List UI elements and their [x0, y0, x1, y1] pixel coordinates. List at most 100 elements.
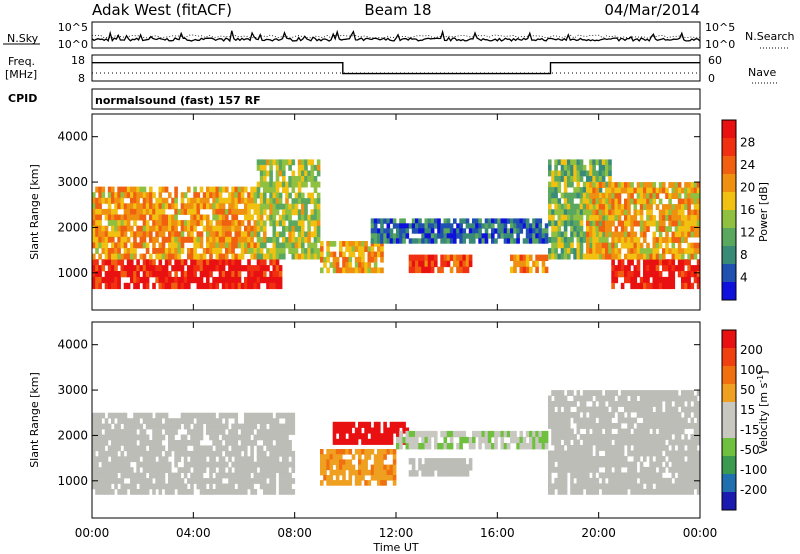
power-cell	[98, 271, 102, 278]
power-cell	[361, 241, 365, 247]
power-cell	[190, 236, 194, 243]
power-cell	[320, 251, 324, 258]
power-cell	[272, 159, 277, 166]
velocity-cell	[193, 423, 197, 430]
power-cell	[253, 271, 258, 278]
power-cell	[187, 208, 191, 215]
power-cell	[237, 253, 242, 260]
power-cell	[589, 231, 593, 238]
power-cell	[199, 253, 204, 260]
power-cell	[389, 218, 394, 224]
velocity-cell	[643, 439, 647, 446]
velocity-cell	[605, 445, 609, 451]
velocity-cell	[126, 461, 131, 468]
power-cell	[557, 187, 562, 193]
velocity-cell	[332, 449, 337, 455]
velocity-cell	[291, 450, 296, 457]
velocity-cell	[202, 489, 207, 495]
velocity-cell	[370, 433, 375, 440]
velocity-cell	[548, 395, 552, 402]
power-cell	[282, 187, 286, 193]
power-cell	[275, 176, 280, 182]
power-cell	[351, 267, 356, 274]
velocity-cell	[668, 477, 672, 484]
power-cell	[687, 215, 691, 221]
power-cell	[247, 259, 251, 266]
power-cell	[263, 276, 267, 284]
power-cell	[627, 220, 631, 227]
velocity-cell	[684, 423, 688, 429]
velocity-cell	[152, 440, 156, 446]
power-cell	[677, 253, 682, 260]
power-cell	[101, 276, 106, 284]
velocity-cell	[209, 472, 213, 479]
velocity-cell	[677, 472, 682, 479]
power-cell	[630, 226, 634, 232]
power-cell	[174, 242, 178, 249]
velocity-cell	[221, 423, 226, 430]
velocity-cell	[278, 440, 283, 446]
power-cell	[582, 181, 587, 188]
power-cell	[681, 265, 685, 272]
velocity-cell	[696, 406, 701, 413]
velocity-cell	[234, 418, 239, 424]
power-cell	[418, 266, 422, 274]
velocity-cell	[440, 464, 444, 471]
velocity-cell	[576, 477, 581, 484]
velocity-cell	[554, 434, 558, 440]
velocity-cell	[278, 429, 283, 435]
time-axis-label: Time UT	[372, 541, 418, 554]
velocity-cell	[196, 472, 201, 479]
velocity-cell	[240, 478, 245, 484]
power-cell	[107, 220, 112, 227]
velocity-cell	[126, 445, 131, 452]
power-cell	[114, 231, 118, 238]
power-cell	[563, 231, 568, 238]
power-cell	[516, 260, 520, 268]
velocity-cell	[259, 456, 264, 463]
velocity-cell	[373, 438, 378, 445]
power-cell	[158, 197, 163, 204]
velocity-cell	[576, 483, 581, 490]
power-cell	[598, 215, 603, 221]
power-cell	[503, 218, 508, 224]
power-cell	[171, 253, 175, 260]
power-cell	[500, 233, 505, 239]
power-cell	[294, 248, 299, 254]
velocity-cell	[668, 390, 672, 396]
power-cell	[133, 220, 137, 227]
power-cell	[282, 176, 286, 182]
velocity-cell	[636, 434, 641, 440]
velocity-cell	[145, 461, 150, 468]
velocity-cell	[643, 395, 647, 402]
cpid-panel: CPID normalsound (fast) 157 RF	[8, 88, 701, 110]
velocity-cell	[342, 433, 346, 440]
velocity-colorbar-tick: -15	[740, 423, 760, 437]
velocity-cell	[190, 412, 194, 419]
power-cell	[681, 271, 685, 278]
power-cell	[677, 198, 682, 205]
velocity-cell	[111, 434, 115, 441]
velocity-cell	[579, 401, 584, 407]
power-cell	[681, 282, 685, 290]
power-cell	[684, 276, 688, 284]
velocity-cell	[538, 436, 543, 444]
power-cell	[307, 192, 311, 199]
power-cell	[671, 282, 676, 290]
power-cell	[297, 220, 302, 227]
velocity-cell	[611, 412, 615, 418]
power-cell	[269, 187, 273, 193]
velocity-cell	[114, 434, 118, 441]
power-cell	[114, 225, 118, 232]
velocity-cell	[392, 464, 397, 471]
velocity-cell	[215, 472, 220, 479]
velocity-cell	[582, 417, 587, 424]
power-cell	[221, 208, 226, 215]
velocity-cell	[114, 423, 118, 430]
velocity-cell	[345, 449, 349, 455]
velocity-cell	[459, 458, 463, 465]
velocity-cell	[421, 470, 425, 477]
power-cell	[472, 218, 476, 224]
power-cell	[582, 253, 587, 260]
velocity-cell	[658, 488, 663, 495]
